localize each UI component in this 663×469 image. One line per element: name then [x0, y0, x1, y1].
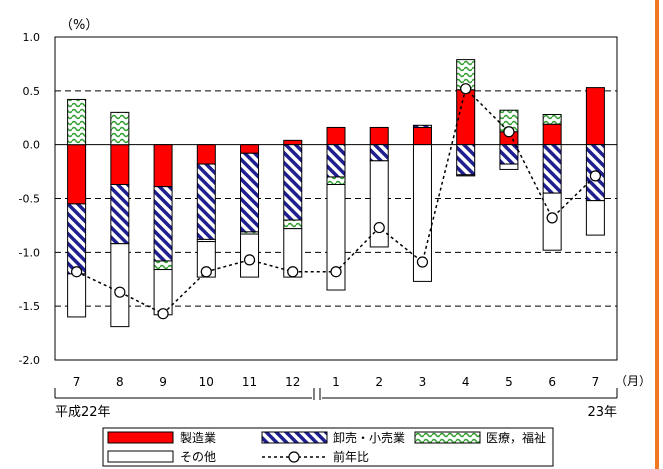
x-tick-label: 1	[332, 375, 340, 389]
x-tick-label: 2	[375, 375, 383, 389]
legend-marker-yoy	[288, 451, 300, 463]
yoy-point	[546, 212, 558, 224]
bar-segment-mfg	[110, 144, 130, 186]
bar-segment-mfg	[196, 144, 216, 165]
x-tick-label: 6	[548, 375, 556, 389]
yoy-point	[416, 256, 429, 268]
bar-segment-trade	[412, 124, 432, 128]
yoy-line-group	[71, 83, 601, 320]
legend-swatch-manufacturing	[107, 431, 174, 444]
bar-segment-mfg	[542, 123, 562, 146]
bar-segment-mfg	[585, 87, 605, 146]
x-tick-label: 7	[73, 375, 81, 389]
era-label-23: 23年	[587, 405, 617, 420]
yoy-point	[287, 266, 299, 278]
bar-segment-mfg	[283, 139, 303, 146]
bar-segment-other	[456, 174, 476, 177]
y-tick-label: -1.5	[19, 300, 40, 313]
bar-segment-mfg	[240, 144, 260, 154]
x-tick-label: 8	[116, 375, 124, 389]
bar-segment-mfg	[67, 144, 87, 205]
y-axis-ticks: 1.0 0.5 0.0 -0.5 -1.0 -1.5 -2.0	[19, 31, 40, 367]
bar-segment-other	[412, 144, 432, 282]
x-unit-label: （月）	[615, 374, 651, 388]
bar-segment-trade	[499, 144, 519, 165]
yoy-point	[503, 126, 515, 138]
x-tick-label: 4	[462, 375, 470, 389]
bar-segment-mfg	[456, 89, 476, 146]
right-edge-accent	[655, 0, 659, 469]
bar-segment-trade	[67, 203, 87, 275]
y-tick-label: -2.0	[19, 354, 40, 367]
bar-segment-mfg	[412, 126, 432, 146]
bar-segment-trade	[326, 144, 346, 178]
yoy-point	[373, 221, 385, 234]
legend-swatch-other	[107, 450, 174, 463]
x-tick-label: 11	[242, 375, 257, 389]
yoy-point	[200, 266, 212, 278]
plot-frame	[54, 36, 618, 361]
x-tick-label: 10	[199, 375, 214, 389]
bar-segment-mfg	[326, 126, 346, 146]
bar-segment-other	[67, 273, 87, 318]
bar-segment-med	[283, 219, 303, 230]
x-tick-label: 9	[159, 375, 167, 389]
legend-label-yoy: 前年比	[333, 449, 369, 464]
bar-segment-trade	[153, 186, 173, 262]
legend-label-manufacturing: 製造業	[180, 431, 216, 445]
bar-segment-other	[326, 184, 346, 291]
legend: 製造業 卸売・小売業 医療，福祉 その他 前年比	[102, 427, 554, 467]
bar-segment-mfg	[369, 126, 389, 146]
bar-segment-trade	[283, 144, 303, 221]
legend-swatch-trade	[261, 431, 328, 444]
y-tick-label: 1.0	[23, 31, 41, 44]
yoy-point	[243, 254, 256, 266]
bar-segment-other	[110, 243, 130, 328]
bar-segment-trade	[196, 163, 216, 240]
y-unit-label: （%）	[60, 18, 98, 33]
bar-segment-trade	[240, 152, 260, 233]
y-tick-label: 0.0	[23, 139, 41, 152]
legend-label-other: その他	[180, 450, 216, 464]
axis-break-gap	[312, 388, 322, 400]
bar-segment-other	[585, 200, 605, 236]
bar-segment-trade	[456, 144, 476, 176]
yoy-point	[460, 83, 472, 95]
yoy-point	[114, 286, 126, 298]
y-tick-label: -1.0	[19, 246, 40, 259]
bars-group	[67, 59, 605, 328]
bar-segment-trade	[542, 144, 562, 194]
x-axis-ticks: 7 8 9 10 11 12 1 2 3 4 5 6 7	[73, 375, 599, 389]
x-tick-label: 5	[505, 375, 513, 389]
bar-segment-trade	[110, 184, 130, 245]
bar-segment-med	[542, 114, 562, 125]
y-tick-label: 0.5	[23, 85, 41, 98]
bar-segment-med	[326, 176, 346, 186]
yoy-point	[589, 170, 601, 182]
legend-label-medical: 医療，福祉	[486, 430, 546, 445]
era-label-h22: 平成22年	[55, 405, 111, 420]
yoy-point	[330, 266, 342, 278]
bar-segment-med	[110, 111, 130, 146]
bar-segment-med	[67, 98, 87, 146]
bar-segment-mfg	[153, 144, 173, 188]
x-tick-label: 12	[285, 375, 300, 389]
x-tick-label: 3	[419, 375, 427, 389]
legend-swatch-medical	[414, 431, 481, 444]
bar-segment-trade	[369, 144, 389, 162]
yoy-point	[157, 308, 169, 320]
y-tick-label: -0.5	[19, 193, 40, 206]
bar-segment-other	[499, 163, 519, 170]
legend-label-trade: 卸売・小売業	[333, 430, 405, 445]
x-tick-label: 7	[592, 375, 600, 389]
bar-segment-med	[153, 260, 173, 271]
yoy-point	[71, 266, 83, 278]
